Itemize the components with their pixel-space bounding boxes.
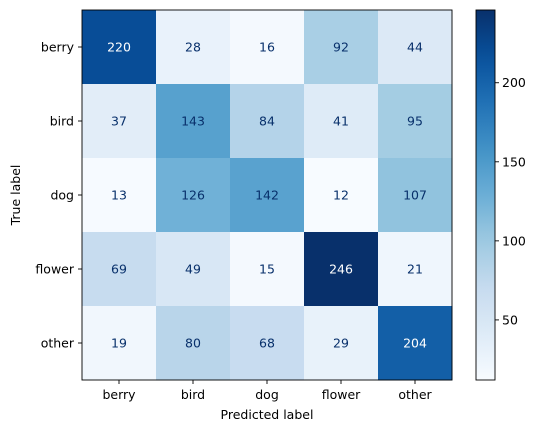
x-tick-label: berry <box>102 387 136 402</box>
cell-value-label: 41 <box>333 114 349 129</box>
cell-value-label: 16 <box>259 40 275 55</box>
heatmap-cell <box>378 158 453 233</box>
heatmap-cell <box>82 306 157 381</box>
heatmap-cell <box>304 232 379 307</box>
cell-value-label: 204 <box>403 336 427 351</box>
heatmap-cell <box>156 232 231 307</box>
cell-value-label: 143 <box>181 114 205 129</box>
cell-value-label: 29 <box>333 336 349 351</box>
cell-value-label: 28 <box>185 40 201 55</box>
x-tick-label: bird <box>181 387 205 402</box>
heatmap-cell <box>230 84 305 159</box>
cell-value-label: 44 <box>407 40 423 55</box>
cell-value-label: 37 <box>111 114 127 129</box>
heatmap-cell <box>378 10 453 85</box>
colorbar-tick-label: 50 <box>502 312 518 327</box>
colorbar <box>475 9 496 381</box>
heatmap-cell <box>156 306 231 381</box>
heatmap-cells: 220 28 16 92 44 37 143 84 41 95 13 126 142 12 107 69 49 1… <box>82 10 453 381</box>
cell-value-label: 142 <box>255 188 279 203</box>
heatmap-cell <box>378 232 453 307</box>
heatmap-cell <box>230 232 305 307</box>
heatmap-cell <box>82 158 157 233</box>
cell-value-label: 95 <box>407 114 423 129</box>
cell-value-label: 15 <box>259 262 275 277</box>
cell-value-label: 12 <box>333 188 349 203</box>
cell-value-label: 126 <box>181 188 205 203</box>
heatmap-cell <box>230 158 305 233</box>
cell-value-label: 68 <box>259 336 275 351</box>
heatmap-cell <box>378 84 453 159</box>
colorbar-tick-label: 150 <box>502 154 526 169</box>
x-tick-label: dog <box>255 387 279 402</box>
y-tick-label: bird <box>50 114 74 129</box>
y-tick-label: other <box>41 336 75 351</box>
y-axis-label: True label <box>8 165 23 227</box>
cell-value-label: 246 <box>329 262 353 277</box>
cell-value-label: 80 <box>185 336 201 351</box>
cell-value-label: 69 <box>111 262 127 277</box>
cell-value-label: 21 <box>407 262 423 277</box>
heatmap-cell <box>378 306 453 381</box>
cell-value-label: 220 <box>107 40 131 55</box>
heatmap-cell <box>304 306 379 381</box>
heatmap-cell <box>230 306 305 381</box>
cell-value-label: 92 <box>333 40 349 55</box>
cell-value-label: 13 <box>111 188 127 203</box>
heatmap-cell <box>304 158 379 233</box>
heatmap-cell <box>82 84 157 159</box>
x-tick-label: other <box>398 387 432 402</box>
heatmap-cell <box>82 232 157 307</box>
cell-value-label: 19 <box>111 336 127 351</box>
cell-value-label: 107 <box>403 188 427 203</box>
x-axis-label: Predicted label <box>221 407 314 422</box>
colorbar-tick-label: 200 <box>502 75 526 90</box>
colorbar-ticks: 50 100 150 200 <box>495 75 526 327</box>
heatmap-cell <box>156 158 231 233</box>
y-tick-label: flower <box>35 262 74 277</box>
x-axis-ticks: berry bird dog flower other <box>102 380 433 402</box>
cell-value-label: 49 <box>185 262 201 277</box>
heatmap-cell <box>82 10 157 85</box>
heatmap-cell <box>230 10 305 85</box>
cell-value-label: 84 <box>259 114 275 129</box>
heatmap-cell <box>156 84 231 159</box>
heatmap-cell <box>304 10 379 85</box>
x-tick-label: flower <box>322 387 361 402</box>
colorbar-tick-label: 100 <box>502 233 526 248</box>
heatmap-cell <box>156 10 231 85</box>
y-tick-label: dog <box>50 188 74 203</box>
y-axis-ticks: berry bird dog flower other <box>35 40 82 351</box>
heatmap-cell <box>304 84 379 159</box>
y-tick-label: berry <box>41 40 75 55</box>
